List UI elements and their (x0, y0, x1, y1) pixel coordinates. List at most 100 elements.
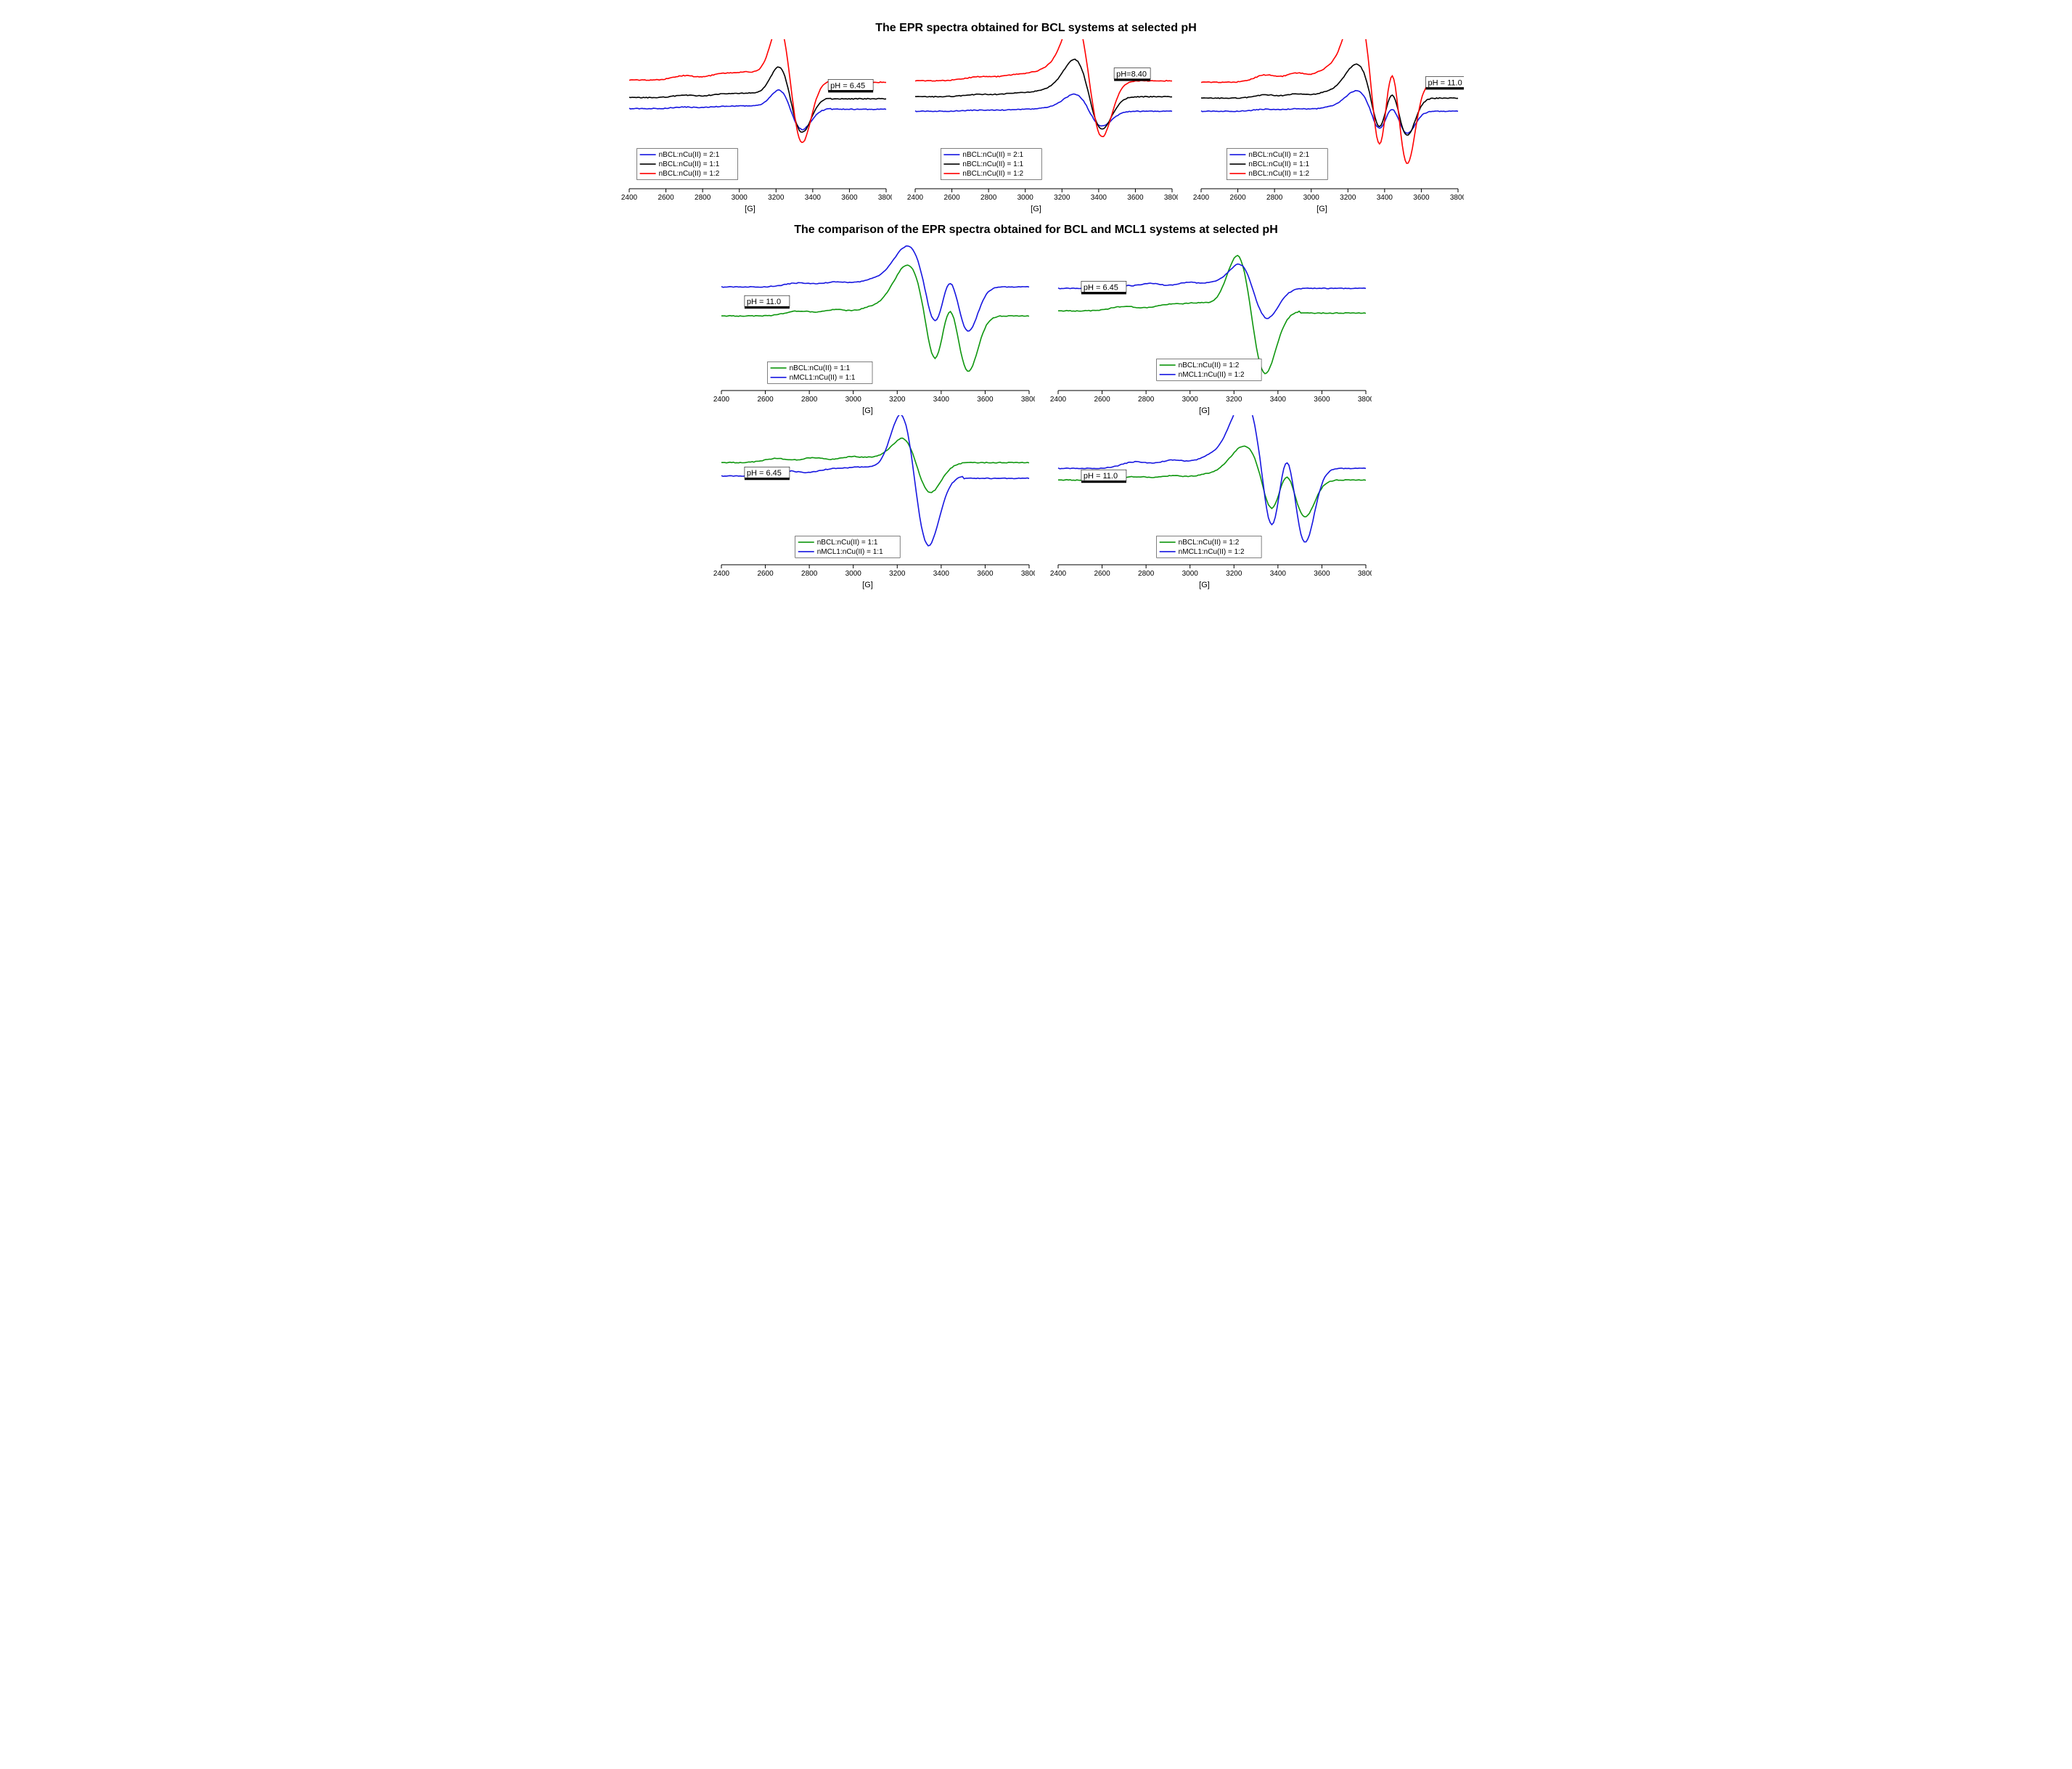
x-tick-label: 2800 (1266, 194, 1283, 202)
x-tick-label: 2600 (943, 194, 960, 202)
top-section-title: The EPR spectra obtained for BCL systems… (601, 22, 1472, 35)
legend-label: nBCL:nCu(II) = 2:1 (1248, 151, 1309, 159)
x-tick-label: 3600 (1314, 396, 1330, 404)
x-tick-label: 3600 (977, 396, 994, 404)
bottom-row-1: 2400 2600 2800 3000 3200 3400 3600 3800 pH = 11.… (601, 241, 1472, 415)
legend-label: nMCL1:nCu(II) = 1:1 (816, 548, 883, 556)
x-tick-label: 2800 (1138, 570, 1155, 578)
ph-label-text: pH = 6.45 (830, 81, 865, 90)
figure-container: The EPR spectra obtained for BCL systems… (601, 22, 1472, 589)
spectrum-line (1201, 39, 1458, 163)
spectrum-line (1201, 64, 1458, 135)
x-tick-label: 2800 (1138, 396, 1155, 404)
ph-label-underline (1081, 481, 1126, 483)
x-tick-label: 3400 (1376, 194, 1393, 202)
x-tick-label: 3400 (933, 570, 949, 578)
epr-plot-svg: 24002600280030003200340036003800pH = 6.4… (609, 39, 892, 206)
x-tick-label: 2800 (801, 570, 818, 578)
epr-plot-svg: 24002600280030003200340036003800pH = 11.… (701, 241, 1035, 408)
x-tick-label: 3400 (1269, 570, 1286, 578)
plot-bot-r2c1: 2400 2600 2800 3000 3200 3400 3600 3800 pH = 6.4… (701, 415, 1035, 589)
spectrum-line (1201, 91, 1458, 134)
plot-bot-r1c2: 24002600280030003200340036003800pH = 6.4… (1038, 241, 1372, 415)
spectrum-line (1058, 256, 1366, 374)
ph-label-underline (1081, 292, 1126, 294)
spectrum-line (721, 415, 1029, 546)
x-tick-label: 3600 (1127, 194, 1144, 202)
ph-label-underline (744, 478, 789, 480)
x-tick-label: 3000 (1182, 396, 1198, 404)
ph-label-underline (1425, 87, 1463, 89)
x-tick-label: 2600 (1229, 194, 1246, 202)
x-tick-label: 3400 (1269, 396, 1286, 404)
x-tick-label: 2400 (1049, 570, 1066, 578)
x-tick-label: 3000 (1017, 194, 1033, 202)
x-tick-label: 3000 (845, 396, 861, 404)
x-tick-label: 3800 (1357, 570, 1371, 578)
x-tick-label: 2400 (1192, 194, 1209, 202)
legend-label: nBCL:nCu(II) = 1:1 (816, 539, 877, 547)
x-axis-label: [G] (1038, 581, 1372, 589)
plot-top-ph110: 24002600280030003200340036003800pH = 11.… (1181, 39, 1464, 213)
x-tick-label: 3800 (1020, 396, 1034, 404)
ph-label-text: pH = 6.45 (746, 469, 781, 478)
x-tick-label: 3000 (731, 194, 748, 202)
legend-label: nBCL:nCu(II) = 1:2 (658, 170, 719, 178)
x-tick-label: 3800 (1163, 194, 1177, 202)
x-tick-label: 2600 (658, 194, 674, 202)
legend-label: nBCL:nCu(II) = 1:1 (789, 364, 850, 372)
legend-label: nBCL:nCu(II) = 2:1 (658, 151, 719, 159)
x-tick-label: 3800 (1020, 570, 1034, 578)
plot-bot-r1c1: 24002600280030003200340036003800pH = 11.… (701, 241, 1035, 415)
ph-label-underline (1114, 79, 1150, 81)
top-row: 2400 2600 2800 3000 3200 3400 3600 3800 pH = 6.4… (601, 39, 1472, 213)
ph-label-underline (828, 90, 873, 92)
x-tick-label: 3600 (1413, 194, 1430, 202)
x-tick-label: 3400 (1090, 194, 1107, 202)
ph-label-text: pH=8.40 (1116, 70, 1147, 79)
epr-plot-svg: 24002600280030003200340036003800pH = 11.… (1181, 39, 1464, 206)
x-tick-label: 2800 (695, 194, 711, 202)
x-tick-label: 3800 (1449, 194, 1463, 202)
bottom-row-2: 2400 2600 2800 3000 3200 3400 3600 3800 pH = 6.4… (601, 415, 1472, 589)
x-axis-label: [G] (1181, 205, 1464, 213)
ph-label-underline (744, 306, 789, 309)
x-tick-label: 3200 (1054, 194, 1070, 202)
legend-label: nMCL1:nCu(II) = 1:2 (1178, 371, 1244, 379)
x-tick-label: 2600 (1094, 570, 1110, 578)
legend-label: nBCL:nCu(II) = 1:1 (658, 160, 719, 168)
legend-label: nBCL:nCu(II) = 1:2 (1178, 539, 1239, 547)
legend-label: nBCL:nCu(II) = 1:2 (962, 170, 1023, 178)
legend-label: nMCL1:nCu(II) = 1:1 (789, 374, 855, 382)
x-axis-label: [G] (895, 205, 1178, 213)
x-axis-label: [G] (701, 406, 1035, 415)
legend-label: nBCL:nCu(II) = 2:1 (962, 151, 1023, 159)
legend-label: nBCL:nCu(II) = 1:1 (962, 160, 1023, 168)
x-tick-label: 2400 (621, 194, 637, 202)
ph-label-text: pH = 11.0 (746, 298, 780, 306)
x-tick-label: 2600 (757, 396, 774, 404)
x-tick-label: 2600 (757, 570, 774, 578)
x-tick-label: 3200 (1226, 570, 1242, 578)
x-tick-label: 3800 (1357, 396, 1371, 404)
epr-plot-svg: 24002600280030003200340036003800pH = 6.4… (1038, 241, 1372, 408)
x-tick-label: 3200 (1340, 194, 1356, 202)
legend-label: nBCL:nCu(II) = 1:2 (1178, 361, 1239, 369)
spectrum-line (629, 90, 886, 130)
x-tick-label: 2400 (713, 570, 729, 578)
spectrum-line (915, 39, 1172, 136)
x-tick-label: 2400 (1049, 396, 1066, 404)
ph-label-text: pH = 11.0 (1083, 472, 1117, 481)
x-tick-label: 3200 (1226, 396, 1242, 404)
ph-label-text: pH = 11.0 (1428, 78, 1462, 87)
x-tick-label: 2800 (980, 194, 997, 202)
x-tick-label: 3200 (889, 570, 906, 578)
spectrum-line (629, 67, 886, 132)
epr-plot-svg: 24002600280030003200340036003800pH=8.40n… (895, 39, 1178, 206)
x-tick-label: 3400 (804, 194, 821, 202)
x-tick-label: 3000 (845, 570, 861, 578)
spectrum-line (915, 94, 1172, 126)
ph-label-text: pH = 6.45 (1083, 283, 1118, 292)
x-tick-label: 3600 (977, 570, 994, 578)
x-tick-label: 3200 (889, 396, 906, 404)
